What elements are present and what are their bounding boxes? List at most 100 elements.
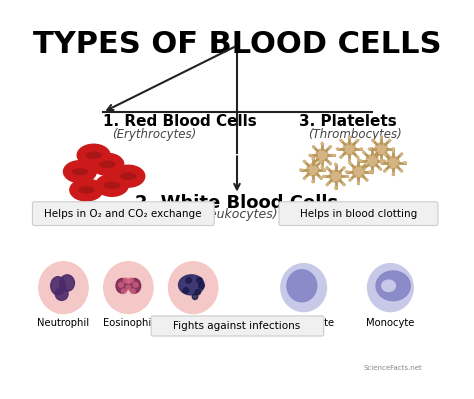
Text: ScienceFacts.net: ScienceFacts.net [364, 365, 422, 371]
Text: 2. White Blood Cells: 2. White Blood Cells [136, 194, 338, 213]
FancyBboxPatch shape [32, 202, 214, 225]
Ellipse shape [369, 171, 372, 172]
Ellipse shape [381, 159, 382, 162]
Ellipse shape [326, 167, 328, 169]
Ellipse shape [91, 153, 124, 175]
Ellipse shape [312, 146, 315, 148]
Ellipse shape [403, 162, 406, 163]
Ellipse shape [392, 148, 394, 150]
Ellipse shape [300, 169, 302, 171]
Ellipse shape [379, 151, 382, 154]
Ellipse shape [73, 169, 87, 175]
Ellipse shape [320, 177, 322, 179]
Text: 1. Red Blood Cells: 1. Red Blood Cells [103, 114, 256, 129]
Ellipse shape [384, 153, 386, 156]
Ellipse shape [367, 264, 413, 312]
Text: Monocyte: Monocyte [366, 318, 415, 328]
Ellipse shape [349, 162, 351, 164]
Ellipse shape [348, 136, 350, 138]
Ellipse shape [104, 182, 119, 188]
Circle shape [343, 143, 356, 155]
Ellipse shape [382, 280, 395, 292]
Text: TYPES OF BLOOD CELLS: TYPES OF BLOOD CELLS [33, 30, 441, 59]
Text: Fights against infections: Fights against infections [173, 321, 301, 331]
Circle shape [307, 164, 319, 176]
Ellipse shape [360, 148, 362, 150]
Ellipse shape [363, 168, 365, 170]
Ellipse shape [400, 170, 402, 172]
Ellipse shape [179, 275, 204, 295]
Circle shape [195, 289, 201, 295]
Ellipse shape [303, 160, 306, 163]
Ellipse shape [77, 144, 110, 166]
Ellipse shape [312, 157, 314, 160]
Ellipse shape [51, 277, 65, 295]
Ellipse shape [365, 179, 368, 181]
Ellipse shape [392, 173, 394, 176]
Ellipse shape [359, 160, 362, 162]
Ellipse shape [112, 165, 145, 187]
Circle shape [387, 156, 399, 169]
Ellipse shape [60, 275, 74, 291]
Ellipse shape [64, 161, 96, 183]
Ellipse shape [332, 154, 335, 156]
Ellipse shape [281, 264, 327, 312]
Ellipse shape [346, 176, 349, 177]
Ellipse shape [340, 140, 342, 142]
Ellipse shape [372, 156, 374, 158]
Text: Helps in O₂ and CO₂ exchange: Helps in O₂ and CO₂ exchange [44, 209, 201, 219]
Circle shape [197, 278, 202, 283]
Circle shape [352, 166, 365, 178]
Ellipse shape [392, 150, 394, 152]
Ellipse shape [95, 174, 128, 196]
Circle shape [133, 282, 138, 287]
Circle shape [123, 278, 128, 282]
Ellipse shape [309, 154, 311, 156]
Circle shape [119, 282, 123, 287]
Ellipse shape [356, 140, 359, 142]
Circle shape [131, 289, 135, 294]
Ellipse shape [379, 168, 382, 170]
Ellipse shape [323, 169, 326, 171]
Circle shape [183, 288, 189, 293]
Circle shape [199, 283, 204, 288]
Circle shape [129, 278, 133, 282]
Ellipse shape [321, 142, 323, 145]
Ellipse shape [388, 140, 391, 142]
Ellipse shape [329, 162, 331, 164]
Ellipse shape [70, 179, 103, 201]
Text: 3. Platelets: 3. Platelets [299, 114, 397, 129]
Text: (Leukocytes): (Leukocytes) [197, 208, 277, 221]
Ellipse shape [312, 180, 314, 183]
Circle shape [121, 289, 126, 294]
Text: (Thrombocytes): (Thrombocytes) [308, 128, 402, 141]
Text: Helps in blood clotting: Helps in blood clotting [300, 209, 417, 219]
Ellipse shape [39, 262, 88, 314]
Ellipse shape [357, 182, 359, 185]
Circle shape [366, 154, 378, 167]
Circle shape [329, 170, 342, 182]
Ellipse shape [340, 156, 342, 158]
Ellipse shape [381, 136, 382, 138]
Text: Basophil: Basophil [172, 318, 214, 328]
Ellipse shape [346, 171, 348, 172]
Ellipse shape [335, 186, 337, 189]
Ellipse shape [368, 148, 371, 150]
Ellipse shape [287, 270, 317, 302]
Ellipse shape [321, 166, 323, 168]
Circle shape [192, 294, 198, 300]
Circle shape [316, 149, 328, 161]
Text: (Erythrocytes): (Erythrocytes) [112, 128, 196, 141]
Ellipse shape [384, 170, 386, 172]
Circle shape [186, 278, 191, 283]
Ellipse shape [104, 262, 153, 314]
Ellipse shape [357, 159, 359, 161]
Ellipse shape [365, 162, 368, 164]
Ellipse shape [349, 179, 351, 181]
Ellipse shape [343, 167, 345, 169]
Ellipse shape [343, 183, 345, 186]
Text: Neutrophil: Neutrophil [37, 318, 90, 328]
Ellipse shape [55, 288, 68, 300]
Ellipse shape [100, 161, 115, 167]
Ellipse shape [303, 177, 306, 179]
